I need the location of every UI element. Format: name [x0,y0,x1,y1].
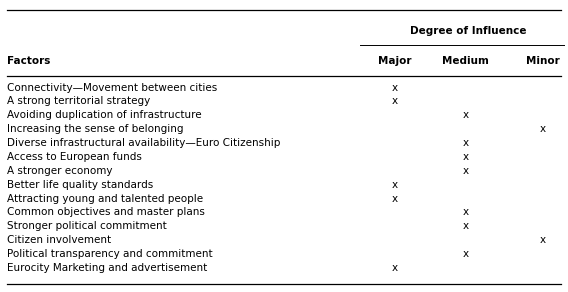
Text: x: x [392,96,398,107]
Text: x: x [392,180,398,190]
Text: x: x [463,110,469,120]
Text: Better life quality standards: Better life quality standards [7,180,153,190]
Text: x: x [392,263,398,273]
Text: Major: Major [378,56,411,66]
Text: Stronger political commitment: Stronger political commitment [7,221,166,231]
Text: x: x [463,249,469,259]
Text: A stronger economy: A stronger economy [7,166,112,176]
Text: Degree of Influence: Degree of Influence [410,26,527,36]
Text: Eurocity Marketing and advertisement: Eurocity Marketing and advertisement [7,263,207,273]
Text: x: x [392,83,398,93]
Text: Connectivity—Movement between cities: Connectivity—Movement between cities [7,83,217,93]
Text: Factors: Factors [7,56,50,66]
Text: x: x [463,207,469,218]
Text: Diverse infrastructural availability—Euro Citizenship: Diverse infrastructural availability—Eur… [7,138,280,148]
Text: x: x [463,152,469,162]
Text: Attracting young and talented people: Attracting young and talented people [7,194,203,204]
Text: Political transparency and commitment: Political transparency and commitment [7,249,212,259]
Text: x: x [463,221,469,231]
Text: x: x [392,194,398,204]
Text: Increasing the sense of belonging: Increasing the sense of belonging [7,124,183,134]
Text: Avoiding duplication of infrastructure: Avoiding duplication of infrastructure [7,110,202,120]
Text: Medium: Medium [442,56,489,66]
Text: Common objectives and master plans: Common objectives and master plans [7,207,204,218]
Text: x: x [540,235,545,245]
Text: Citizen involvement: Citizen involvement [7,235,111,245]
Text: Minor: Minor [525,56,559,66]
Text: x: x [463,166,469,176]
Text: A strong territorial strategy: A strong territorial strategy [7,96,150,107]
Text: x: x [540,124,545,134]
Text: x: x [463,138,469,148]
Text: Access to European funds: Access to European funds [7,152,141,162]
